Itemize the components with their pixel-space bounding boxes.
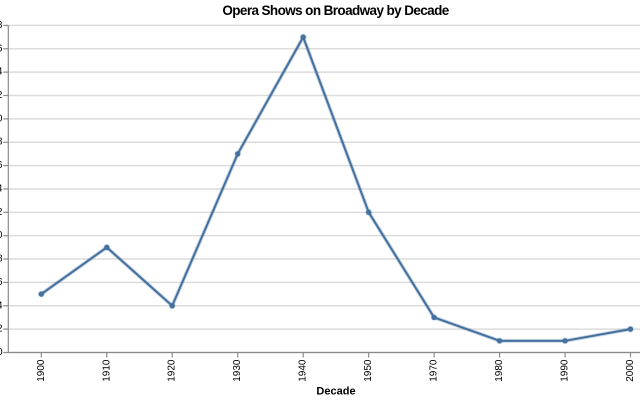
svg-text:16: 16 [0, 160, 3, 171]
svg-text:1980: 1980 [494, 359, 505, 382]
svg-text:2: 2 [0, 324, 3, 335]
svg-text:1900: 1900 [36, 359, 47, 382]
svg-text:1940: 1940 [298, 359, 309, 382]
svg-text:Decade: Decade [316, 386, 355, 398]
svg-text:8: 8 [0, 254, 3, 265]
svg-text:6: 6 [0, 277, 3, 288]
svg-text:26: 26 [0, 43, 3, 54]
svg-text:12: 12 [0, 207, 3, 218]
svg-text:24: 24 [0, 67, 3, 78]
svg-text:10: 10 [0, 230, 3, 241]
svg-text:20: 20 [0, 113, 3, 124]
svg-text:1970: 1970 [429, 359, 440, 382]
svg-text:14: 14 [0, 183, 3, 194]
svg-text:1990: 1990 [560, 359, 571, 382]
svg-text:Opera Shows on Broadway by Dec: Opera Shows on Broadway by Decade [222, 3, 449, 18]
svg-text:1910: 1910 [101, 359, 112, 382]
svg-text:2000: 2000 [625, 359, 636, 382]
svg-text:28: 28 [0, 20, 3, 31]
svg-text:0: 0 [0, 347, 3, 358]
svg-text:4: 4 [0, 300, 3, 311]
svg-text:22: 22 [0, 90, 3, 101]
svg-text:18: 18 [0, 137, 3, 148]
svg-text:1930: 1930 [232, 359, 243, 382]
svg-text:1950: 1950 [363, 359, 374, 382]
svg-text:1920: 1920 [167, 359, 178, 382]
